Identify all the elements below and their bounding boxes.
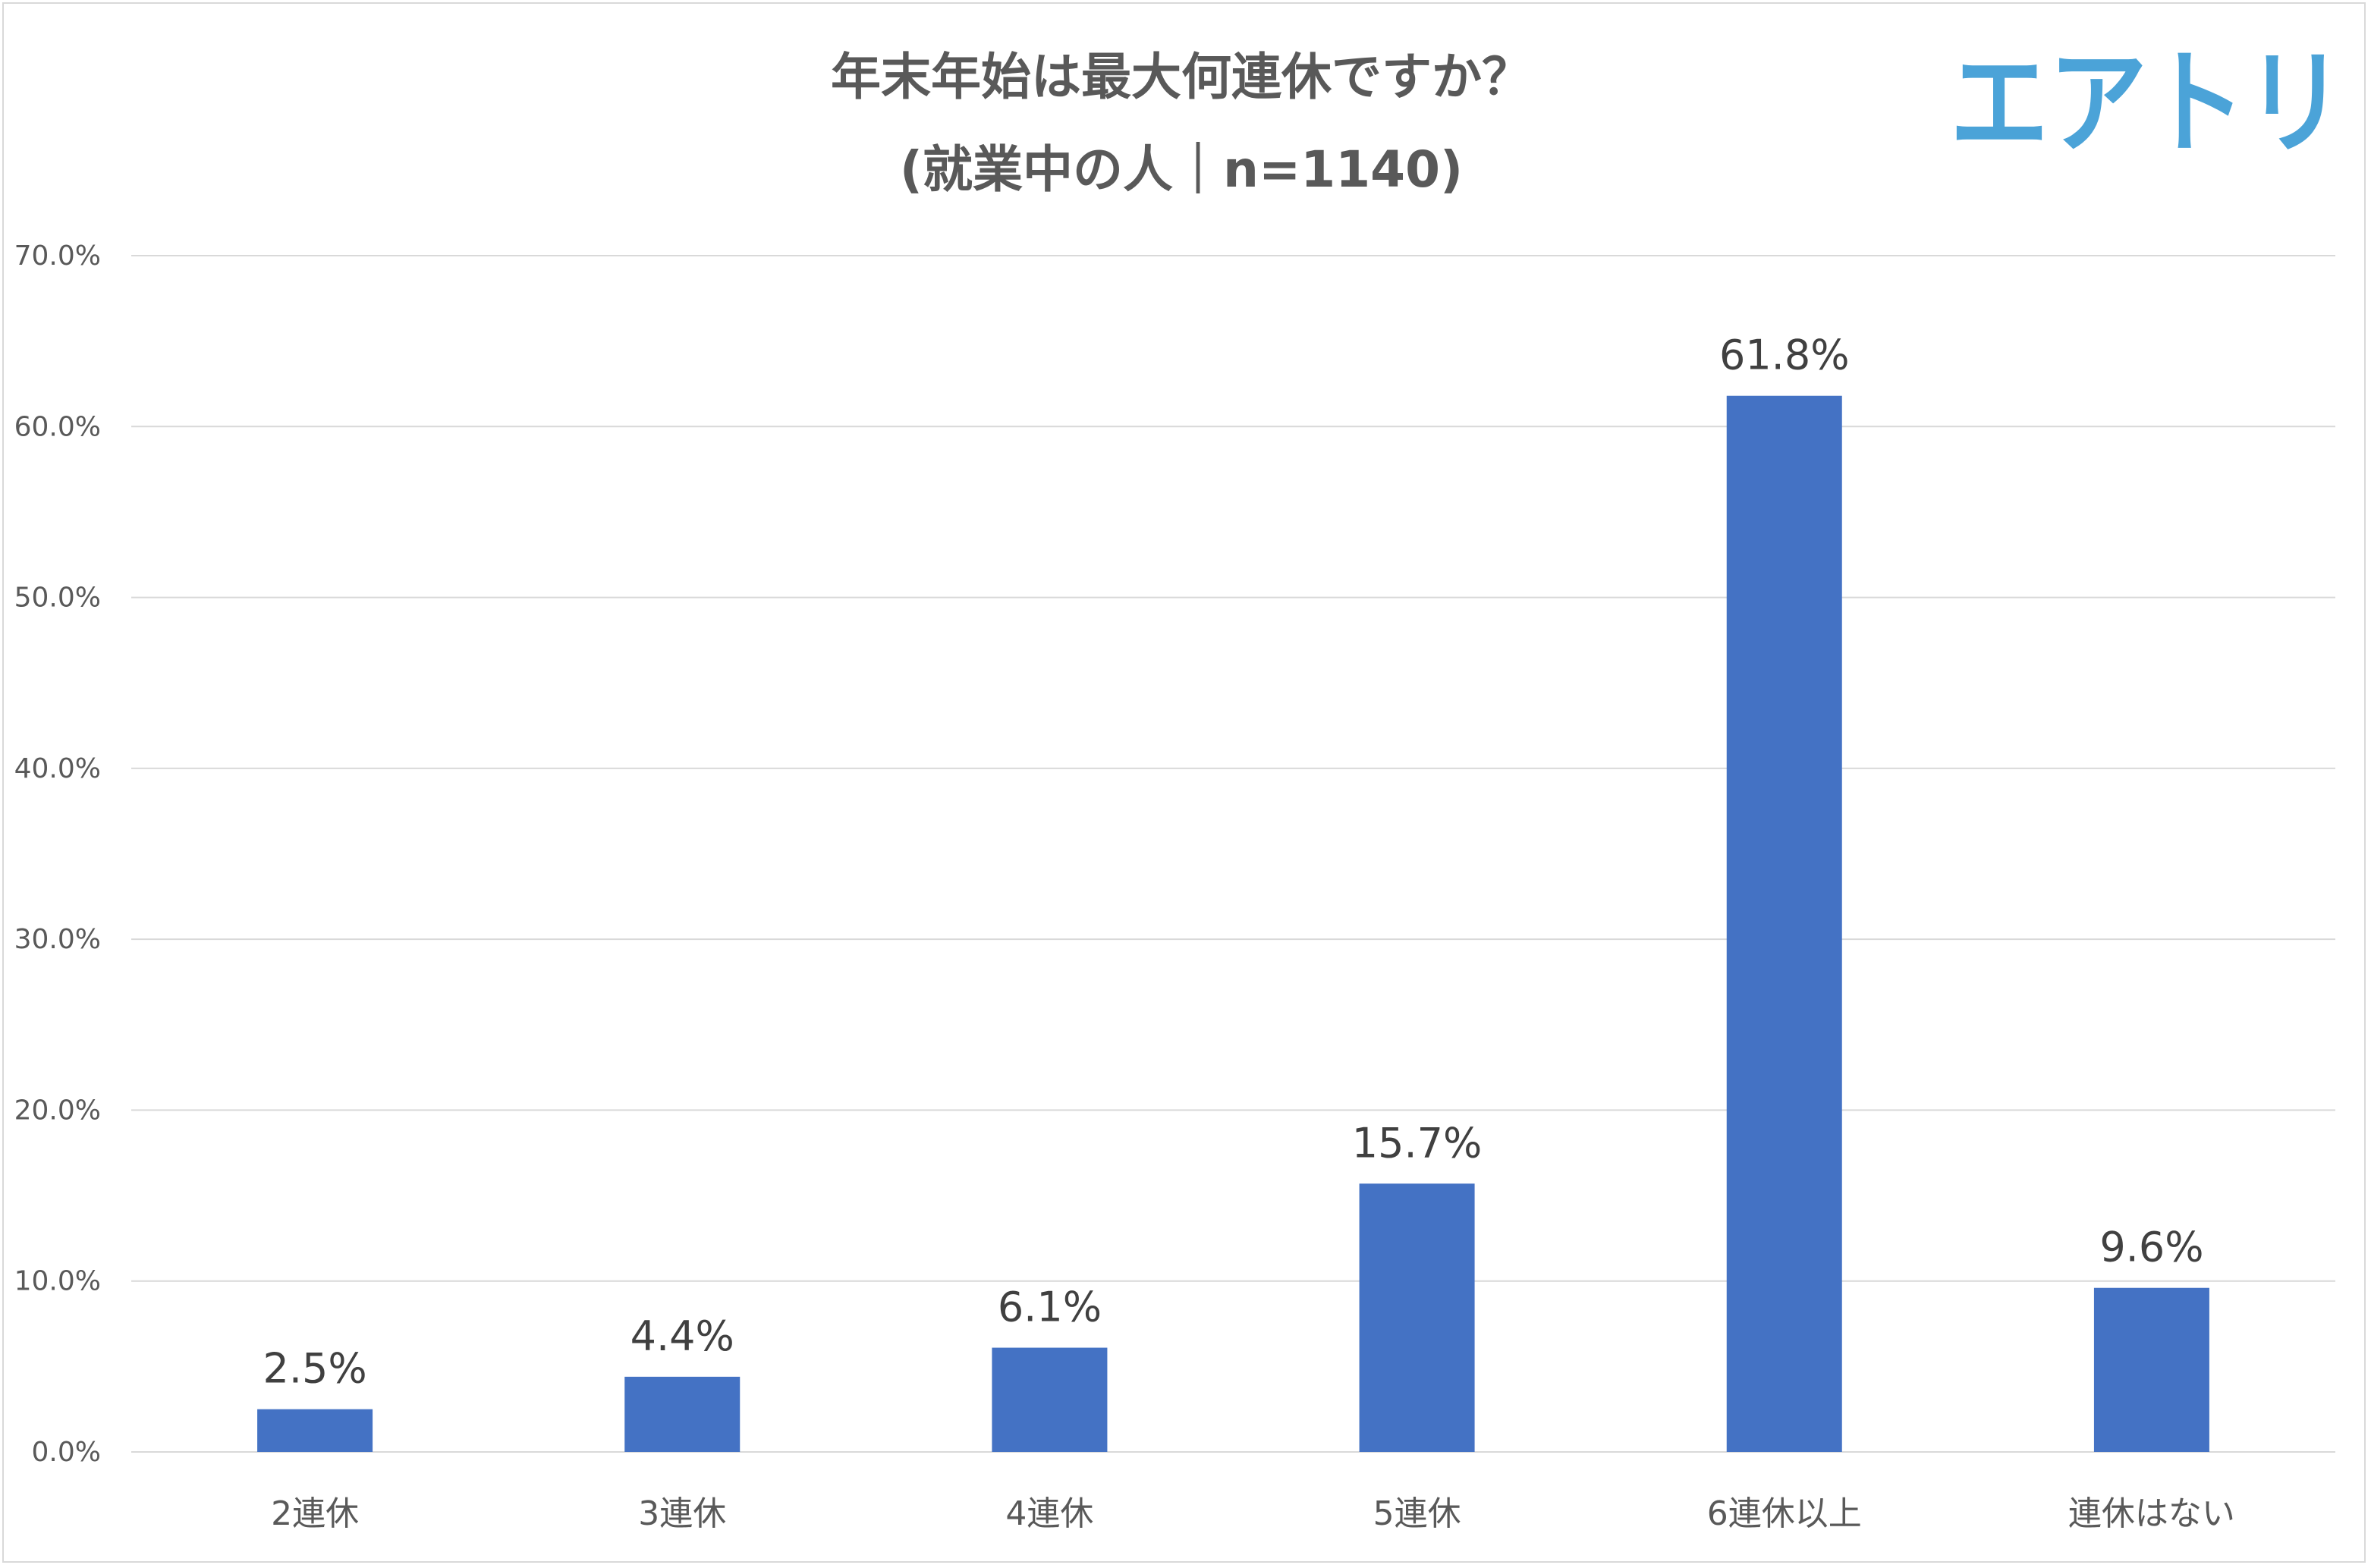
bar xyxy=(2093,1287,2209,1452)
data-label: 2.5% xyxy=(263,1345,366,1393)
data-labels: 2.5% 4.4% 6.1% 15.7% 61.8% 9.6% xyxy=(263,332,2203,1393)
chart-title: 年末年始は最大何連休ですか？ xyxy=(831,48,1532,106)
bar xyxy=(1726,395,1842,1452)
bar xyxy=(257,1409,373,1452)
y-tick-label: 50.0% xyxy=(14,583,101,614)
x-category-label: 5連休 xyxy=(1373,1494,1461,1533)
y-tick-label: 70.0% xyxy=(14,240,101,272)
x-axis-categories: 2連休 3連休 4連休 5連休 6連休以上 連休はない xyxy=(271,1494,2235,1533)
y-tick-label: 60.0% xyxy=(14,411,101,442)
x-category-label: 6連休以上 xyxy=(1707,1494,1862,1533)
y-axis-ticks: 0.0% 10.0% 20.0% 30.0% 40.0% 50.0% 60.0% 70.0% xyxy=(14,240,101,1468)
brand-logo: エアトリ xyxy=(1950,38,2344,170)
data-label: 15.7% xyxy=(1352,1119,1483,1167)
bar xyxy=(624,1376,741,1452)
y-tick-label: 0.0% xyxy=(32,1437,101,1468)
chart-subtitle: (就業中の人｜n=1140) xyxy=(900,140,1463,199)
y-tick-label: 40.0% xyxy=(14,753,101,784)
x-category-label: 連休はない xyxy=(2068,1494,2235,1533)
grid-lines xyxy=(131,255,2335,1453)
bar xyxy=(992,1347,1108,1452)
x-category-label: 4連休 xyxy=(1005,1494,1093,1533)
bar xyxy=(1359,1183,1475,1452)
x-category-label: 3連休 xyxy=(638,1494,726,1533)
y-tick-label: 10.0% xyxy=(14,1266,101,1297)
data-label: 9.6% xyxy=(2099,1224,2203,1271)
bars xyxy=(257,395,2209,1452)
y-tick-label: 20.0% xyxy=(14,1095,101,1126)
x-category-label: 2連休 xyxy=(271,1494,359,1533)
y-tick-label: 30.0% xyxy=(14,924,101,955)
data-label: 6.1% xyxy=(998,1284,1102,1331)
data-label: 4.4% xyxy=(630,1312,734,1360)
data-label: 61.8% xyxy=(1719,332,1850,379)
